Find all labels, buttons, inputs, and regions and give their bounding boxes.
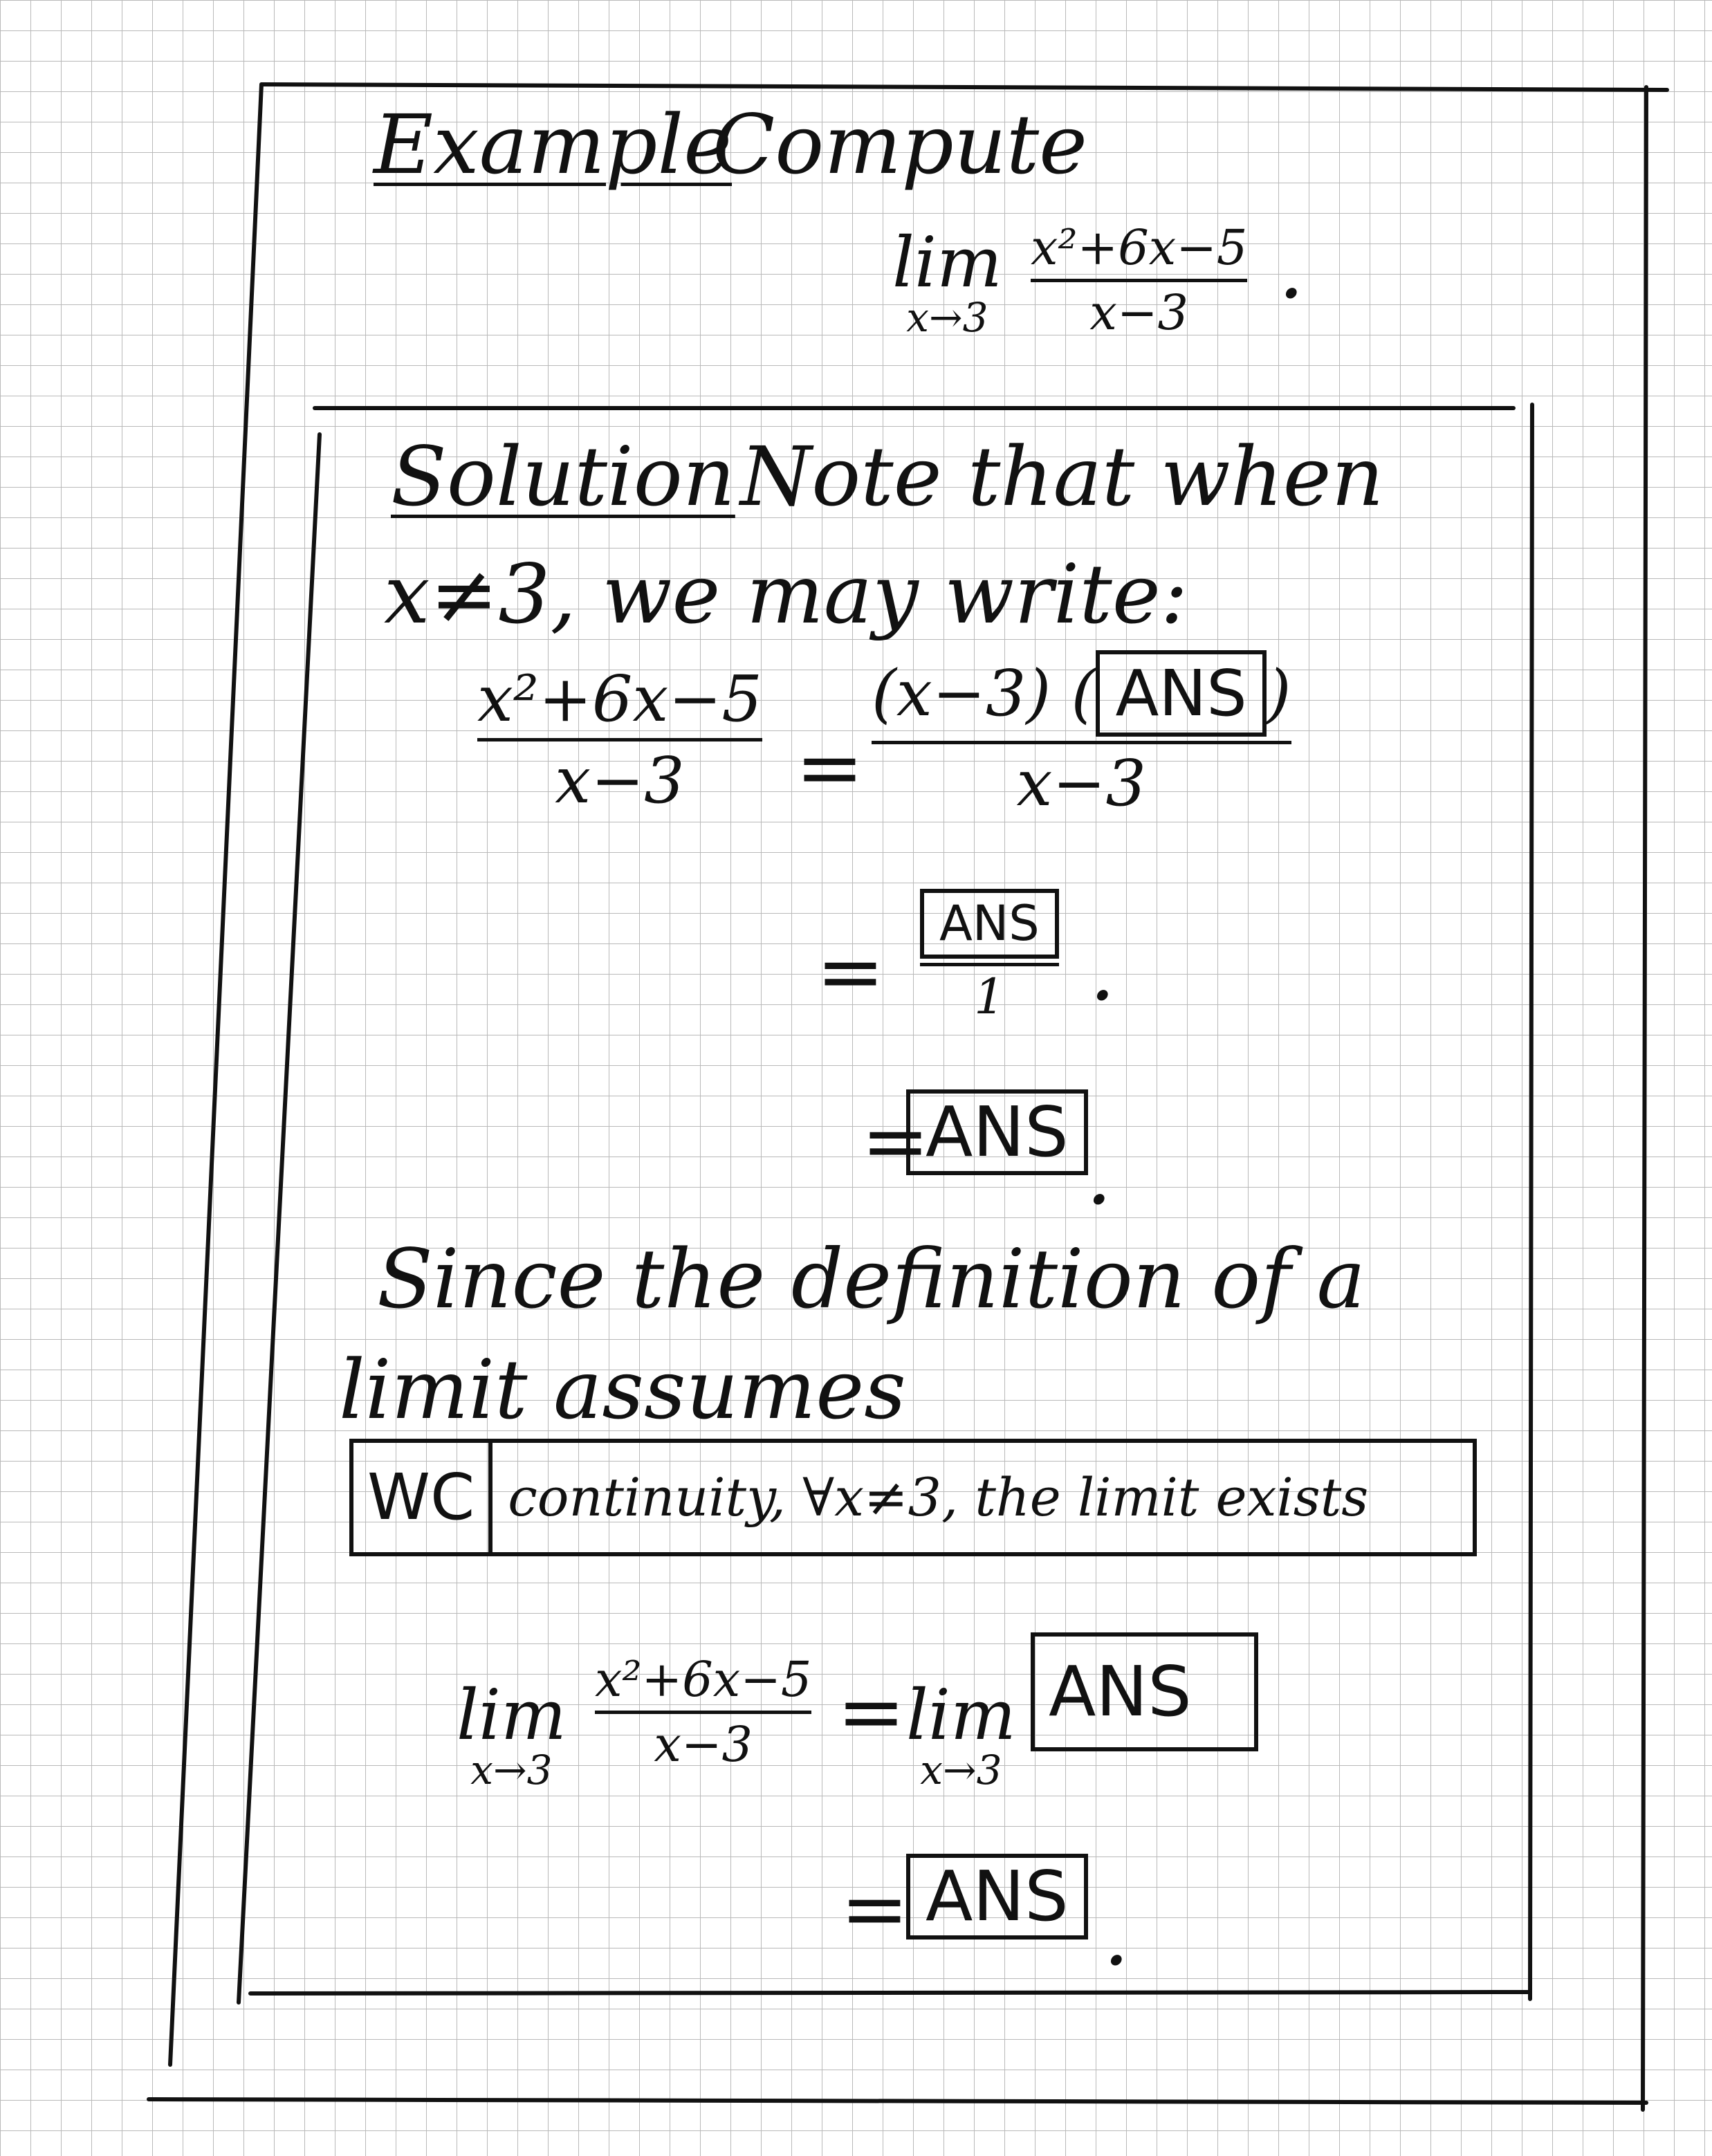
final-equals: = [837,1664,905,1759]
step1-lhs-fraction: x²+6x−5 x−3 [477,664,762,816]
step1-lhs-numerator: x²+6x−5 [477,662,762,736]
assumption-box-right[interactable]: continuity, ∀x≠3, the limit exists [508,1466,1369,1528]
step1-equals: = [795,719,864,815]
fraction-bar [872,741,1291,745]
solution-frame-left [237,432,322,2005]
outer-frame-left [168,82,264,2067]
step3-equals: = [861,1093,930,1188]
example-label: Example [374,97,733,192]
solution-frame-right [1528,403,1534,2001]
fraction-bar [477,738,762,742]
step2-denominator: 1 [974,968,1005,1025]
fraction-numerator: x²+6x−5 [1031,219,1248,276]
answer-box[interactable]: ANS [1096,650,1267,737]
answer-box[interactable]: ANS [906,1854,1088,1940]
final-denominator: x−3 [654,1716,753,1773]
step1-rhs-numerator: (x−3) (ANS) [872,650,1291,737]
step2-fraction: ANS 1 [920,889,1059,1024]
answer-box[interactable]: ANS [906,1089,1088,1175]
limit-subscript: x→3 [906,294,988,341]
step1-rhs-denominator: x−3 [1016,746,1146,821]
example-instruction: Compute [712,97,1088,192]
solution-frame-bottom [248,1990,1531,1996]
step2-period: . [1089,923,1116,1019]
example-period: . [1278,221,1305,317]
final-answer: ANS [906,1854,1088,1940]
since-line1: Since the definition of a [377,1231,1365,1327]
fraction-bar [920,963,1059,966]
step3-period: . [1086,1127,1112,1223]
step2-numerator: ANS [920,889,1059,959]
example-fraction: x²+6x−5 x−3 [1031,219,1248,341]
step3-result: ANS [906,1089,1088,1175]
limit-subscript: x→3 [920,1747,1002,1794]
fraction-bar [595,1711,812,1714]
limit-word: lim [906,1675,1016,1756]
limit-word: lim [892,222,1002,303]
final-equals-2: = [840,1861,909,1956]
fraction-bar [1031,279,1248,282]
step1-lhs-denominator: x−3 [555,744,685,818]
final-limit-rhs: lim x→3 [906,1675,1016,1794]
since-line2: limit assumes [339,1342,906,1437]
answer-box[interactable]: ANS [1031,1632,1258,1751]
assumption-box: WC continuity, ∀x≠3, the limit exists [349,1439,1477,1556]
assumption-box-left: WC [353,1443,493,1552]
final-rhs-box: ANS [1031,1632,1258,1751]
step1-rhs-fraction: (x−3) (ANS) x−3 [872,650,1291,818]
solution-line2: x≠3, we may write: [384,546,1188,642]
example-limit: lim x→3 [892,228,1002,338]
outer-frame-top [259,82,1669,92]
limit-subscript: x→3 [470,1747,553,1794]
final-limit-lhs: lim x→3 [457,1675,567,1794]
limit-word: lim [457,1675,567,1756]
fraction-denominator: x−3 [1089,284,1189,341]
step2-equals: = [816,923,885,1019]
final-numerator: x²+6x−5 [595,1651,812,1708]
final-period: . [1103,1888,1130,1984]
outer-frame-bottom [147,2097,1648,2105]
solution-line1: Note that when [740,429,1384,524]
solution-label: Solution [391,429,735,524]
answer-box[interactable]: ANS [920,889,1059,959]
final-fraction: x²+6x−5 x−3 [595,1651,812,1773]
outer-frame-right [1641,85,1648,2112]
